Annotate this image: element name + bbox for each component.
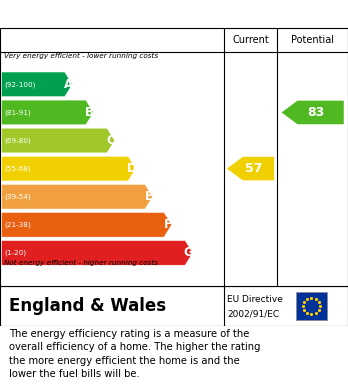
Text: (81-91): (81-91) — [5, 109, 32, 116]
FancyBboxPatch shape — [296, 292, 327, 320]
Text: E: E — [144, 190, 152, 203]
Text: Not energy efficient - higher running costs: Not energy efficient - higher running co… — [4, 260, 158, 266]
Text: 2002/91/EC: 2002/91/EC — [227, 310, 279, 319]
Text: (55-68): (55-68) — [5, 165, 32, 172]
Polygon shape — [1, 240, 193, 265]
Polygon shape — [282, 100, 344, 124]
Polygon shape — [1, 72, 72, 97]
Polygon shape — [1, 212, 172, 237]
Text: 57: 57 — [245, 162, 263, 175]
Polygon shape — [1, 128, 115, 153]
Polygon shape — [227, 157, 274, 180]
Text: C: C — [106, 134, 115, 147]
Text: 83: 83 — [308, 106, 325, 119]
Text: A: A — [64, 78, 73, 91]
Text: Potential: Potential — [291, 35, 334, 45]
Text: (39-54): (39-54) — [5, 194, 32, 200]
Text: Current: Current — [232, 35, 269, 45]
Text: Very energy efficient - lower running costs: Very energy efficient - lower running co… — [4, 53, 158, 59]
Text: The energy efficiency rating is a measure of the
overall efficiency of a home. T: The energy efficiency rating is a measur… — [9, 329, 260, 379]
Text: F: F — [164, 218, 172, 231]
Text: Energy Efficiency Rating: Energy Efficiency Rating — [9, 7, 200, 21]
Text: (69-80): (69-80) — [5, 137, 32, 144]
Text: D: D — [127, 162, 136, 175]
Polygon shape — [1, 184, 153, 209]
Text: England & Wales: England & Wales — [9, 297, 166, 315]
Text: (92-100): (92-100) — [5, 81, 36, 88]
Text: EU Directive: EU Directive — [227, 296, 283, 305]
Text: (1-20): (1-20) — [5, 249, 27, 256]
Polygon shape — [1, 100, 94, 125]
Text: G: G — [184, 246, 193, 259]
Text: B: B — [85, 106, 94, 119]
Polygon shape — [1, 156, 136, 181]
Text: (21-38): (21-38) — [5, 222, 32, 228]
